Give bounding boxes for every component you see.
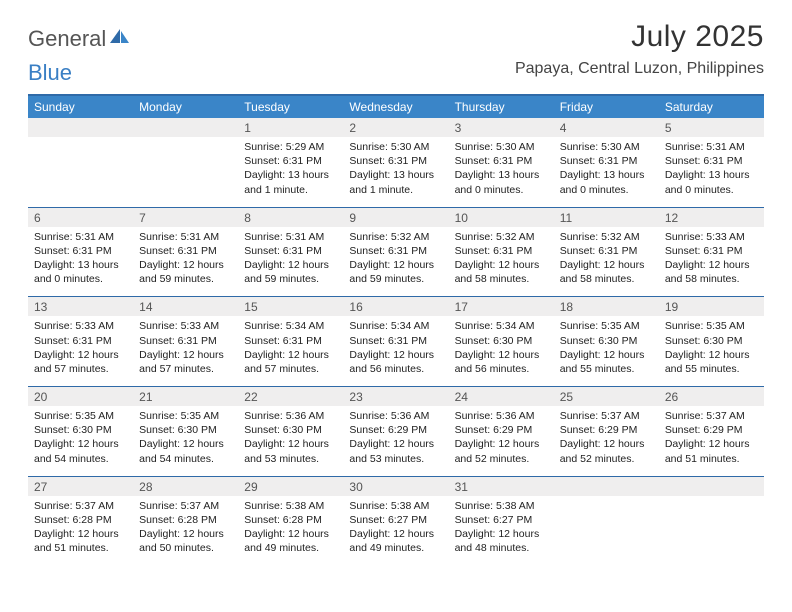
day-detail-cell — [659, 496, 764, 566]
day-detail-cell: Sunrise: 5:33 AMSunset: 6:31 PMDaylight:… — [659, 227, 764, 297]
day-number-cell: 18 — [554, 297, 659, 317]
day-detail-cell: Sunrise: 5:29 AMSunset: 6:31 PMDaylight:… — [238, 137, 343, 207]
day-detail-cell: Sunrise: 5:35 AMSunset: 6:30 PMDaylight:… — [133, 406, 238, 476]
day-number-cell: 2 — [343, 118, 448, 137]
day-detail-cell: Sunrise: 5:30 AMSunset: 6:31 PMDaylight:… — [449, 137, 554, 207]
day-detail-cell: Sunrise: 5:32 AMSunset: 6:31 PMDaylight:… — [449, 227, 554, 297]
day-detail-cell: Sunrise: 5:36 AMSunset: 6:30 PMDaylight:… — [238, 406, 343, 476]
day-number-cell: 3 — [449, 118, 554, 137]
page: General July 2025 Papaya, Central Luzon,… — [0, 0, 792, 585]
day-detail-cell — [28, 137, 133, 207]
calendar-table: Sunday Monday Tuesday Wednesday Thursday… — [28, 96, 764, 565]
weekday-header: Monday — [133, 96, 238, 118]
day-detail-cell: Sunrise: 5:35 AMSunset: 6:30 PMDaylight:… — [28, 406, 133, 476]
weekday-header: Sunday — [28, 96, 133, 118]
day-detail-row: Sunrise: 5:33 AMSunset: 6:31 PMDaylight:… — [28, 316, 764, 386]
day-detail-cell: Sunrise: 5:35 AMSunset: 6:30 PMDaylight:… — [659, 316, 764, 386]
day-number-cell: 11 — [554, 207, 659, 227]
day-number-cell — [133, 118, 238, 137]
day-number-cell: 15 — [238, 297, 343, 317]
day-detail-cell: Sunrise: 5:37 AMSunset: 6:28 PMDaylight:… — [28, 496, 133, 566]
day-number-cell: 24 — [449, 387, 554, 407]
day-detail-cell: Sunrise: 5:30 AMSunset: 6:31 PMDaylight:… — [554, 137, 659, 207]
day-number-cell: 8 — [238, 207, 343, 227]
day-number-cell: 4 — [554, 118, 659, 137]
day-number-cell: 21 — [133, 387, 238, 407]
day-number-cell — [28, 118, 133, 137]
day-number-cell: 13 — [28, 297, 133, 317]
day-detail-cell: Sunrise: 5:32 AMSunset: 6:31 PMDaylight:… — [554, 227, 659, 297]
weekday-header: Friday — [554, 96, 659, 118]
day-number-cell: 12 — [659, 207, 764, 227]
sail-icon — [109, 26, 131, 52]
day-detail-cell: Sunrise: 5:33 AMSunset: 6:31 PMDaylight:… — [133, 316, 238, 386]
day-detail-cell: Sunrise: 5:35 AMSunset: 6:30 PMDaylight:… — [554, 316, 659, 386]
day-detail-cell: Sunrise: 5:37 AMSunset: 6:28 PMDaylight:… — [133, 496, 238, 566]
day-number-cell: 26 — [659, 387, 764, 407]
weekday-header: Wednesday — [343, 96, 448, 118]
day-detail-cell — [554, 496, 659, 566]
day-detail-cell: Sunrise: 5:31 AMSunset: 6:31 PMDaylight:… — [238, 227, 343, 297]
day-detail-cell: Sunrise: 5:36 AMSunset: 6:29 PMDaylight:… — [449, 406, 554, 476]
day-detail-cell: Sunrise: 5:37 AMSunset: 6:29 PMDaylight:… — [554, 406, 659, 476]
day-number-cell: 16 — [343, 297, 448, 317]
day-detail-cell: Sunrise: 5:38 AMSunset: 6:27 PMDaylight:… — [343, 496, 448, 566]
day-number-cell: 17 — [449, 297, 554, 317]
day-number-row: 20212223242526 — [28, 387, 764, 407]
day-number-cell: 31 — [449, 476, 554, 496]
day-detail-cell: Sunrise: 5:36 AMSunset: 6:29 PMDaylight:… — [343, 406, 448, 476]
day-number-cell — [659, 476, 764, 496]
month-title: July 2025 — [515, 20, 764, 54]
day-number-cell — [554, 476, 659, 496]
day-detail-cell: Sunrise: 5:38 AMSunset: 6:27 PMDaylight:… — [449, 496, 554, 566]
weekday-header: Saturday — [659, 96, 764, 118]
logo: General — [28, 26, 131, 52]
title-block: July 2025 Papaya, Central Luzon, Philipp… — [515, 20, 764, 78]
day-number-cell: 19 — [659, 297, 764, 317]
day-number-row: 2728293031 — [28, 476, 764, 496]
day-detail-cell: Sunrise: 5:30 AMSunset: 6:31 PMDaylight:… — [343, 137, 448, 207]
day-number-cell: 28 — [133, 476, 238, 496]
day-detail-cell: Sunrise: 5:31 AMSunset: 6:31 PMDaylight:… — [28, 227, 133, 297]
location-line: Papaya, Central Luzon, Philippines — [515, 60, 764, 78]
day-detail-cell: Sunrise: 5:31 AMSunset: 6:31 PMDaylight:… — [659, 137, 764, 207]
day-detail-cell — [133, 137, 238, 207]
day-number-cell: 1 — [238, 118, 343, 137]
day-number-row: 6789101112 — [28, 207, 764, 227]
day-detail-cell: Sunrise: 5:31 AMSunset: 6:31 PMDaylight:… — [133, 227, 238, 297]
day-detail-cell: Sunrise: 5:38 AMSunset: 6:28 PMDaylight:… — [238, 496, 343, 566]
day-detail-cell: Sunrise: 5:37 AMSunset: 6:29 PMDaylight:… — [659, 406, 764, 476]
day-number-cell: 5 — [659, 118, 764, 137]
day-detail-cell: Sunrise: 5:34 AMSunset: 6:30 PMDaylight:… — [449, 316, 554, 386]
day-detail-cell: Sunrise: 5:33 AMSunset: 6:31 PMDaylight:… — [28, 316, 133, 386]
day-number-cell: 30 — [343, 476, 448, 496]
day-detail-row: Sunrise: 5:31 AMSunset: 6:31 PMDaylight:… — [28, 227, 764, 297]
day-detail-row: Sunrise: 5:35 AMSunset: 6:30 PMDaylight:… — [28, 406, 764, 476]
day-number-cell: 14 — [133, 297, 238, 317]
day-number-cell: 6 — [28, 207, 133, 227]
day-number-cell: 25 — [554, 387, 659, 407]
day-number-cell: 9 — [343, 207, 448, 227]
day-number-row: 12345 — [28, 118, 764, 137]
day-number-cell: 10 — [449, 207, 554, 227]
weekday-header-row: Sunday Monday Tuesday Wednesday Thursday… — [28, 96, 764, 118]
day-number-cell: 29 — [238, 476, 343, 496]
day-number-row: 13141516171819 — [28, 297, 764, 317]
day-detail-row: Sunrise: 5:29 AMSunset: 6:31 PMDaylight:… — [28, 137, 764, 207]
day-number-cell: 27 — [28, 476, 133, 496]
calendar-wrap: Sunday Monday Tuesday Wednesday Thursday… — [28, 94, 764, 565]
day-detail-cell: Sunrise: 5:34 AMSunset: 6:31 PMDaylight:… — [238, 316, 343, 386]
logo-text-general: General — [28, 26, 106, 52]
day-detail-row: Sunrise: 5:37 AMSunset: 6:28 PMDaylight:… — [28, 496, 764, 566]
day-number-cell: 7 — [133, 207, 238, 227]
logo-text-blue: Blue — [28, 60, 72, 85]
day-number-cell: 20 — [28, 387, 133, 407]
day-number-cell: 22 — [238, 387, 343, 407]
calendar-body: 12345 Sunrise: 5:29 AMSunset: 6:31 PMDay… — [28, 118, 764, 565]
weekday-header: Tuesday — [238, 96, 343, 118]
day-detail-cell: Sunrise: 5:34 AMSunset: 6:31 PMDaylight:… — [343, 316, 448, 386]
weekday-header: Thursday — [449, 96, 554, 118]
day-number-cell: 23 — [343, 387, 448, 407]
day-detail-cell: Sunrise: 5:32 AMSunset: 6:31 PMDaylight:… — [343, 227, 448, 297]
